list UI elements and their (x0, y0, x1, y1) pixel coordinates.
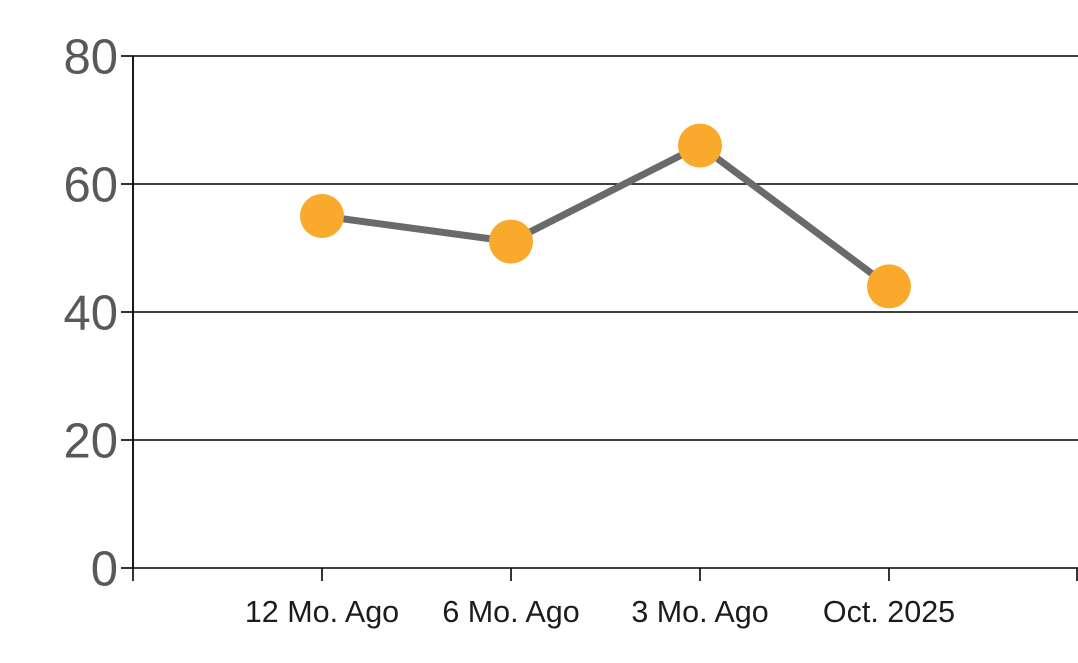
data-point-marker (678, 123, 722, 168)
data-point-marker (867, 264, 911, 309)
x-tick-label: 12 Mo. Ago (245, 595, 399, 629)
x-tick-label: 3 Mo. Ago (631, 595, 768, 629)
y-tick-label: 0 (91, 543, 118, 597)
y-tick-label: 20 (63, 415, 118, 469)
data-point-marker (300, 194, 344, 238)
x-tick-label: Oct. 2025 (823, 595, 955, 629)
y-tick-label: 40 (63, 287, 118, 341)
x-tick-label: 6 Mo. Ago (442, 595, 579, 629)
data-point-marker (489, 219, 533, 264)
series-line (318, 142, 893, 290)
y-tick-label: 60 (63, 159, 118, 213)
y-tick-label: 80 (63, 31, 118, 85)
